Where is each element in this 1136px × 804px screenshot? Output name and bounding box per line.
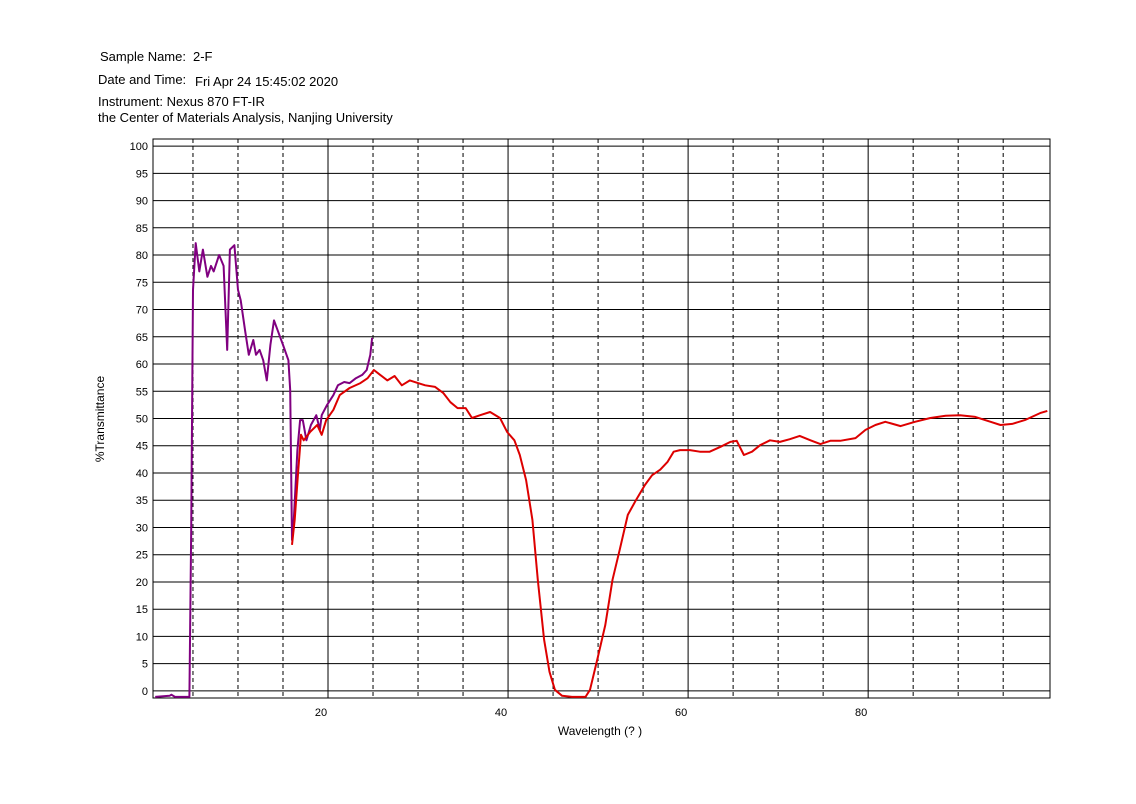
sample-label: Sample Name: — [100, 49, 186, 64]
x-tick-label: 60 — [675, 707, 687, 719]
y-tick-label: 85 — [136, 223, 148, 235]
spectrum-line — [155, 242, 374, 698]
y-tick-label: 0 — [142, 686, 148, 698]
y-tick-label: 5 — [142, 659, 148, 671]
y-tick-label: 95 — [136, 168, 148, 180]
y-tick-label: 25 — [136, 550, 148, 562]
instrument: Instrument: Nexus 870 FT-IR — [98, 94, 265, 109]
y-tick-label: 40 — [136, 468, 148, 480]
sample-name: 2-F — [193, 49, 213, 64]
y-tick-label: 90 — [136, 196, 148, 208]
header: Sample Name: 2-F Date and Time: Fri Apr … — [98, 49, 393, 125]
y-tick-label: 35 — [136, 495, 148, 507]
y-tick-label: 70 — [136, 305, 148, 317]
x-tick-label: 40 — [495, 707, 507, 719]
y-tick-label: 30 — [136, 522, 148, 534]
x-tick-label: 20 — [315, 707, 327, 719]
y-tick-label: 65 — [136, 332, 148, 344]
y-tick-label: 10 — [136, 631, 148, 643]
y-tick-label: 80 — [136, 250, 148, 262]
x-tick-label: 80 — [855, 707, 867, 719]
y-tick-label: 15 — [136, 604, 148, 616]
spectrum-line — [291, 369, 1048, 698]
y-axis-label: %Transmittance — [93, 376, 107, 463]
x-axis-label: Wavelength (? ) — [558, 724, 642, 738]
y-tick-label: 55 — [136, 386, 148, 398]
y-tick-label: 100 — [130, 141, 148, 153]
date-label: Date and Time: — [98, 72, 186, 87]
y-tick-label: 75 — [136, 277, 148, 289]
y-tick-label: 50 — [136, 414, 148, 426]
date: Fri Apr 24 15:45:02 2020 — [195, 74, 338, 89]
institution: the Center of Materials Analysis, Nanjin… — [98, 110, 393, 125]
y-tick-label: 20 — [136, 577, 148, 589]
plot-frame — [152, 138, 1051, 699]
y-tick-label: 60 — [136, 359, 148, 371]
y-tick-label: 45 — [136, 441, 148, 453]
